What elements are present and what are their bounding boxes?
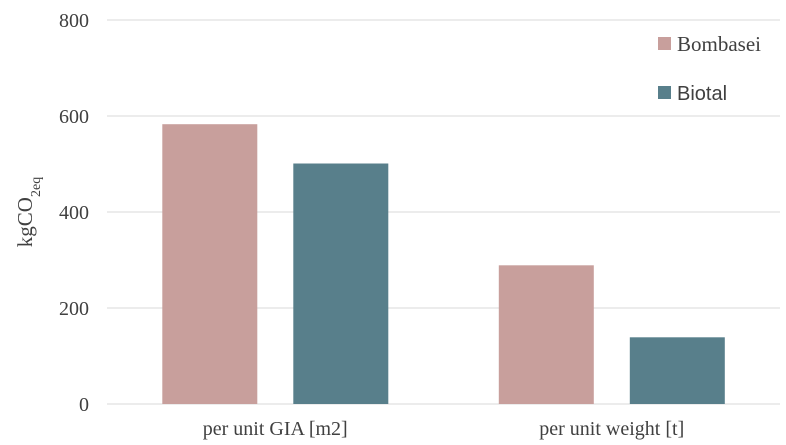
y-tick-label: 200	[59, 298, 89, 320]
legend-label-biotal: Biotal	[677, 83, 727, 105]
y-axis-label-main: kgCO	[13, 197, 37, 247]
y-tick-label: 400	[59, 202, 89, 224]
legend: Bombasei Biotal	[658, 32, 761, 105]
x-category-labels: per unit GIA [m2] per unit weight [t]	[203, 418, 684, 440]
y-tick-label: 600	[59, 106, 89, 128]
y-tick-label: 0	[79, 394, 89, 416]
legend-label-bombasei: Bombasei	[677, 32, 761, 56]
legend-swatch-biotal	[658, 86, 671, 99]
bar-bombasei-0	[162, 124, 257, 404]
legend-swatch-bombasei	[658, 37, 671, 50]
bars	[162, 124, 725, 404]
y-axis-label-subscript: 2eq	[29, 177, 44, 197]
bar-biotal-1	[630, 337, 725, 404]
y-tick-labels: 0 200 400 600 800	[59, 10, 89, 416]
x-category-label: per unit GIA [m2]	[203, 418, 348, 440]
bar-biotal-0	[293, 164, 388, 405]
y-axis-label: kgCO2eq	[13, 177, 44, 247]
bar-bombasei-1	[499, 265, 594, 404]
y-tick-label: 800	[59, 10, 89, 32]
x-category-label: per unit weight [t]	[539, 418, 684, 440]
